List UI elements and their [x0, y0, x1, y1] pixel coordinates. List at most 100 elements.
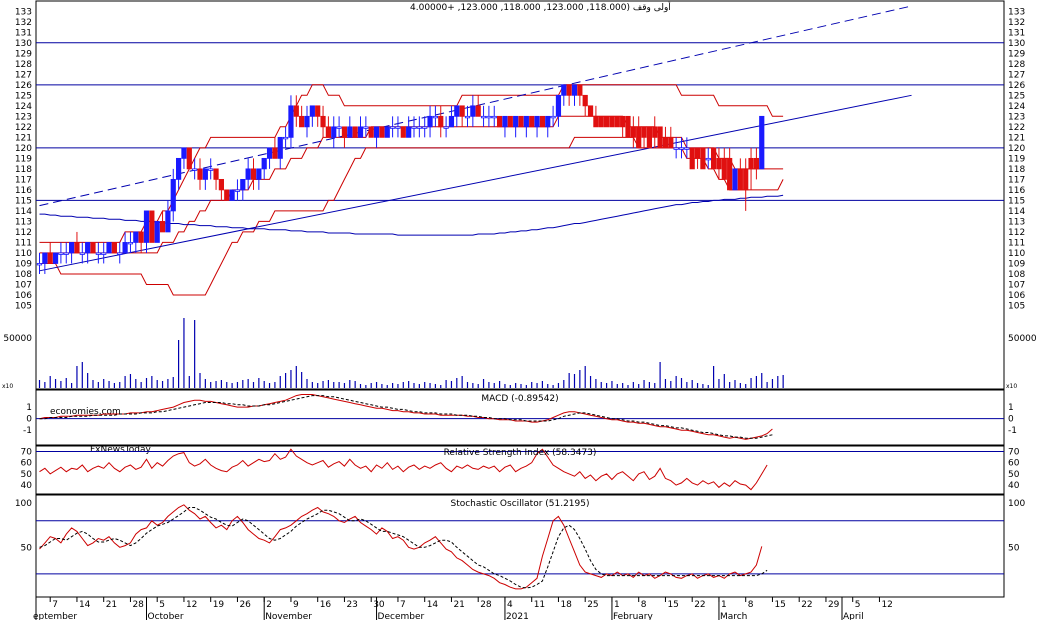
macd-tick-right: 1 — [1008, 403, 1014, 413]
candle-body — [261, 157, 267, 170]
rsi-tick-left: 50 — [21, 470, 33, 480]
x-day-tick-label: 15 — [667, 600, 678, 610]
price-tick-left: 125 — [15, 91, 32, 101]
candle-body — [523, 115, 529, 128]
volume-unit-tag-right: x10 — [1006, 383, 1017, 390]
price-tick-left: 115 — [15, 196, 32, 206]
price-tick-right: 127 — [1008, 70, 1025, 80]
x-month-label: December — [378, 612, 425, 620]
candle-body — [159, 221, 166, 233]
candle-body — [727, 157, 733, 191]
candle-body — [106, 242, 112, 254]
stochastic-panel-frame — [35, 494, 1005, 598]
candle-body — [63, 252, 69, 255]
price-tick-left: 121 — [15, 133, 32, 143]
trendline-solid — [39, 94, 912, 272]
candle-body — [197, 168, 203, 180]
candle-body — [577, 84, 583, 96]
candle-body — [475, 105, 481, 117]
candle-body — [652, 126, 658, 138]
candle-body — [694, 147, 701, 159]
candle-body — [213, 168, 219, 180]
candle-body — [454, 105, 460, 117]
candle-body — [646, 126, 653, 149]
candle-body — [443, 126, 449, 129]
panel-frames — [35, 0, 1005, 598]
candle-body — [218, 178, 224, 191]
price-tick-right: 118 — [1008, 165, 1025, 175]
candle-body — [181, 147, 187, 159]
candle-body — [737, 168, 743, 191]
x-day-tick-label: 29 — [828, 600, 840, 610]
macd-series-2-line — [39, 395, 773, 439]
x-day-tick-label: 28 — [480, 600, 492, 610]
volume-tick-right: 50000 — [1008, 334, 1037, 344]
candle-body — [534, 115, 540, 128]
rsi-tick-right: 60 — [1008, 459, 1020, 469]
x-day-tick-label: 7 — [400, 600, 406, 610]
candle-body — [716, 157, 722, 170]
candle-body — [561, 84, 567, 96]
candle-body — [673, 147, 679, 150]
macd-tick-left: -1 — [23, 426, 32, 436]
candle-body — [368, 126, 374, 138]
price-tick-right: 109 — [1008, 259, 1025, 269]
price-panel-frame — [35, 0, 1005, 390]
candle-body — [432, 115, 439, 119]
price-tick-left: 132 — [15, 18, 32, 28]
candle-body — [208, 168, 214, 171]
candle-body — [331, 126, 337, 138]
price-tick-left: 120 — [15, 144, 32, 154]
candle-body — [117, 252, 123, 255]
oscillator-lines — [39, 394, 773, 590]
x-day-tick-label: 18 — [560, 600, 572, 610]
candle-body — [513, 115, 519, 128]
price-tick-right: 108 — [1008, 270, 1025, 280]
candle-body — [502, 115, 508, 128]
price-tick-left: 111 — [15, 238, 32, 248]
x-day-tick-label: 15 — [774, 600, 785, 610]
price-tick-left: 122 — [15, 123, 32, 133]
candle-body — [229, 189, 235, 201]
x-day-tick-label: 8 — [641, 600, 647, 610]
macd-tick-left: 0 — [26, 415, 32, 425]
candle-body — [518, 115, 524, 128]
price-tick-left: 107 — [15, 280, 32, 290]
candle-body — [192, 168, 198, 171]
rsi-panel-frame — [35, 445, 1005, 495]
x-day-tick-label: 23 — [346, 600, 357, 610]
candle-body — [170, 178, 176, 212]
candle-body — [657, 126, 663, 149]
stochastic-tick-right: 100 — [1008, 499, 1025, 509]
price-tick-right: 113 — [1008, 217, 1025, 227]
candle-body — [732, 168, 738, 191]
x-day-tick-label: 4 — [507, 600, 513, 610]
candle-body — [545, 115, 551, 128]
candle-body — [684, 147, 690, 150]
candle-body — [711, 147, 717, 170]
x-day-tick-label: 9 — [293, 600, 299, 610]
candle-body — [266, 147, 273, 159]
price-tick-left: 128 — [15, 60, 32, 70]
price-tick-left: 126 — [15, 81, 32, 91]
candle-body — [336, 126, 342, 129]
rsi-tick-right: 70 — [1008, 447, 1020, 457]
bollinger-upper-line — [39, 84, 784, 243]
candle-body — [609, 115, 615, 128]
candle-body — [143, 210, 150, 243]
volume-bars — [38, 318, 784, 388]
price-tick-right: 132 — [1008, 18, 1025, 28]
trendline-dashed — [39, 5, 912, 207]
price-tick-right: 115 — [1008, 196, 1025, 206]
rsi-tick-right: 50 — [1008, 470, 1020, 480]
volume-tick-left: 50000 — [3, 334, 32, 344]
candle-body — [614, 115, 620, 128]
x-day-tick-label: 19 — [213, 600, 225, 610]
rsi-title: Relative Strength Index (58.3473) — [444, 448, 597, 458]
macd-title: MACD (-0.89542) — [481, 394, 558, 404]
price-tick-right: 116 — [1008, 186, 1025, 196]
candle-body — [111, 242, 117, 254]
candle-body — [753, 157, 760, 170]
candle-body — [69, 242, 75, 254]
stochastic-tick-left: 100 — [15, 499, 32, 509]
